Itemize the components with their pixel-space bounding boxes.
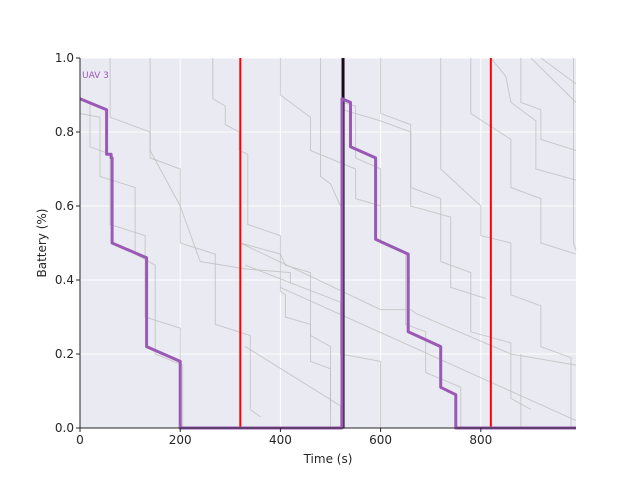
background-series-line-10 xyxy=(279,58,381,207)
y-tick-label-1: 0.2 xyxy=(55,347,74,361)
axes: 0 200 400 600 800 0.0 0.2 0.4 0.6 0.8 1.0 xyxy=(55,51,576,447)
background-series-line-13 xyxy=(342,109,532,410)
background-series-line-8 xyxy=(280,286,577,422)
background-series-line-14 xyxy=(380,58,486,299)
highlight-series-line xyxy=(79,97,576,430)
y-tick-label-4: 0.8 xyxy=(55,125,74,139)
background-series-line-15 xyxy=(440,58,572,428)
y-axis-label: Battery (%) xyxy=(35,209,49,278)
background-series-line-16 xyxy=(470,58,577,255)
background-series-line-19 xyxy=(530,57,577,103)
x-tick-label-4: 800 xyxy=(469,433,492,447)
series-label-group: UAV 3 xyxy=(82,71,109,81)
background-series-line-4 xyxy=(212,58,331,410)
background-series-line-11 xyxy=(320,58,341,207)
background-series-line-3 xyxy=(149,58,291,284)
y-tick-label-3: 0.6 xyxy=(55,199,74,213)
x-tick-label-1: 200 xyxy=(169,433,192,447)
series-label: UAV 3 xyxy=(82,71,109,81)
background-series-line-20 xyxy=(540,57,577,85)
x-axis-label: Time (s) xyxy=(303,452,353,466)
background-series-line-5 xyxy=(239,135,331,428)
y-tick-label-5: 1.0 xyxy=(55,51,74,65)
x-tick-label-2: 400 xyxy=(269,433,292,447)
background-series-line-2 xyxy=(109,58,261,418)
highlight-series-group xyxy=(79,97,576,430)
x-tick-label-3: 600 xyxy=(369,433,392,447)
background-series-line-21 xyxy=(573,58,577,251)
background-series-line-0 xyxy=(79,98,181,428)
background-series-line-6 xyxy=(240,242,577,366)
x-tick-label-0: 0 xyxy=(76,433,84,447)
plot-background xyxy=(80,58,576,428)
background-series-line-18 xyxy=(520,58,577,151)
y-tick-label-0: 0.0 xyxy=(55,421,74,435)
y-tick-label-2: 0.4 xyxy=(55,273,74,287)
background-series-line-17 xyxy=(490,57,577,181)
